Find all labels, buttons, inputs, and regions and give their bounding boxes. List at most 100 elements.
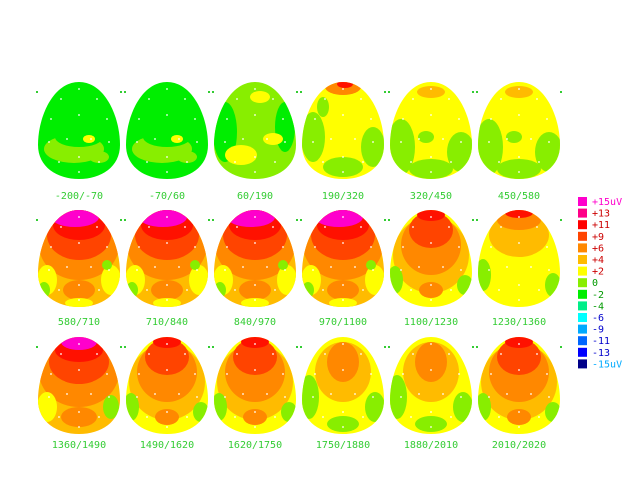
electrode-marker [458, 373, 460, 375]
legend-swatch [578, 243, 587, 253]
electrode-marker [266, 266, 268, 268]
electrode-marker [106, 118, 108, 120]
time-window-label: 840/970 [234, 317, 276, 328]
map-fill [390, 337, 472, 434]
electrode-marker [234, 416, 236, 418]
legend-label: +9 [592, 232, 604, 243]
electrode-marker [360, 226, 362, 228]
electrode-marker [60, 226, 62, 228]
ref-mark [120, 91, 122, 93]
scalp-map [476, 337, 562, 434]
electrode-marker [50, 373, 52, 375]
electrode-marker [254, 426, 256, 428]
electrode-marker [166, 411, 168, 413]
electrode-marker [548, 269, 550, 271]
ref-mark [212, 346, 214, 348]
legend-swatch [578, 313, 587, 322]
legend-label: +4 [592, 255, 604, 266]
electrode-marker [272, 226, 274, 228]
electrode-marker [78, 171, 80, 173]
electrode-marker [430, 426, 432, 428]
electrode-marker [48, 269, 50, 271]
electrode-marker [360, 98, 362, 100]
electrode-marker [108, 269, 110, 271]
map-fill [478, 337, 560, 434]
electrode-marker [500, 98, 502, 100]
scalp-map [388, 82, 474, 179]
electrode-marker [90, 393, 92, 395]
legend-swatch [578, 336, 587, 346]
electrode-marker [490, 118, 492, 120]
map-fill [302, 337, 384, 434]
electrode-marker [224, 141, 226, 143]
electrode-marker [274, 289, 276, 291]
electrode-marker [548, 141, 550, 143]
ref-mark [384, 346, 386, 348]
legend-label: -6 [592, 313, 604, 324]
ref-mark [476, 91, 478, 93]
ref-mark [124, 346, 126, 348]
ref-mark [296, 219, 298, 221]
ref-mark [560, 219, 562, 221]
legend-label: -15uV [592, 359, 622, 370]
scalp-map [212, 82, 298, 179]
electrode-marker [450, 416, 452, 418]
electrode-marker [282, 373, 284, 375]
electrode-marker [430, 156, 432, 158]
electrode-marker [242, 266, 244, 268]
electrode-marker [78, 114, 80, 116]
electrode-marker [90, 138, 92, 140]
electrode-marker [430, 88, 432, 90]
electrode-marker [546, 118, 548, 120]
ref-mark [388, 91, 390, 93]
electrode-marker [254, 171, 256, 173]
legend-label: +11 [592, 220, 610, 231]
electrode-marker [178, 266, 180, 268]
scalp-map [476, 82, 562, 179]
ref-mark [120, 219, 122, 221]
electrode-marker [282, 118, 284, 120]
ref-mark [212, 219, 214, 221]
scalp-map [388, 210, 474, 307]
electrode-marker [322, 289, 324, 291]
electrode-marker [430, 242, 432, 244]
electrode-marker [412, 226, 414, 228]
time-window-label: 60/190 [237, 191, 273, 202]
time-window-label: 190/320 [322, 191, 364, 202]
legend-swatch [578, 347, 587, 357]
electrode-marker [254, 242, 256, 244]
time-window-label: 970/1100 [319, 317, 367, 328]
electrode-marker [106, 373, 108, 375]
electrode-marker [498, 161, 500, 163]
ref-mark [476, 219, 478, 221]
electrode-marker [312, 141, 314, 143]
electrode-marker [412, 98, 414, 100]
electrode-marker [254, 343, 256, 345]
electrode-marker [460, 141, 462, 143]
ref-mark [560, 91, 562, 93]
electrode-marker [530, 393, 532, 395]
electrode-marker [372, 396, 374, 398]
legend-swatch [578, 278, 587, 288]
electrode-marker [488, 269, 490, 271]
electrode-marker [78, 242, 80, 244]
scalp-map [388, 337, 474, 434]
electrode-marker [342, 411, 344, 413]
electrode-marker [410, 289, 412, 291]
electrode-marker [154, 393, 156, 395]
electrode-marker [506, 266, 508, 268]
electrode-marker [314, 246, 316, 248]
electrode-marker [400, 396, 402, 398]
electrode-marker [234, 289, 236, 291]
electrode-marker [518, 426, 520, 428]
electrode-marker [536, 353, 538, 355]
electrode-marker [148, 353, 150, 355]
scalp-map [124, 82, 210, 179]
electrode-marker [488, 396, 490, 398]
electrode-marker [458, 246, 460, 248]
electrode-marker [106, 246, 108, 248]
legend-swatch [578, 231, 587, 241]
electrode-marker [538, 416, 540, 418]
ref-mark [472, 346, 474, 348]
electrode-marker [342, 216, 344, 218]
